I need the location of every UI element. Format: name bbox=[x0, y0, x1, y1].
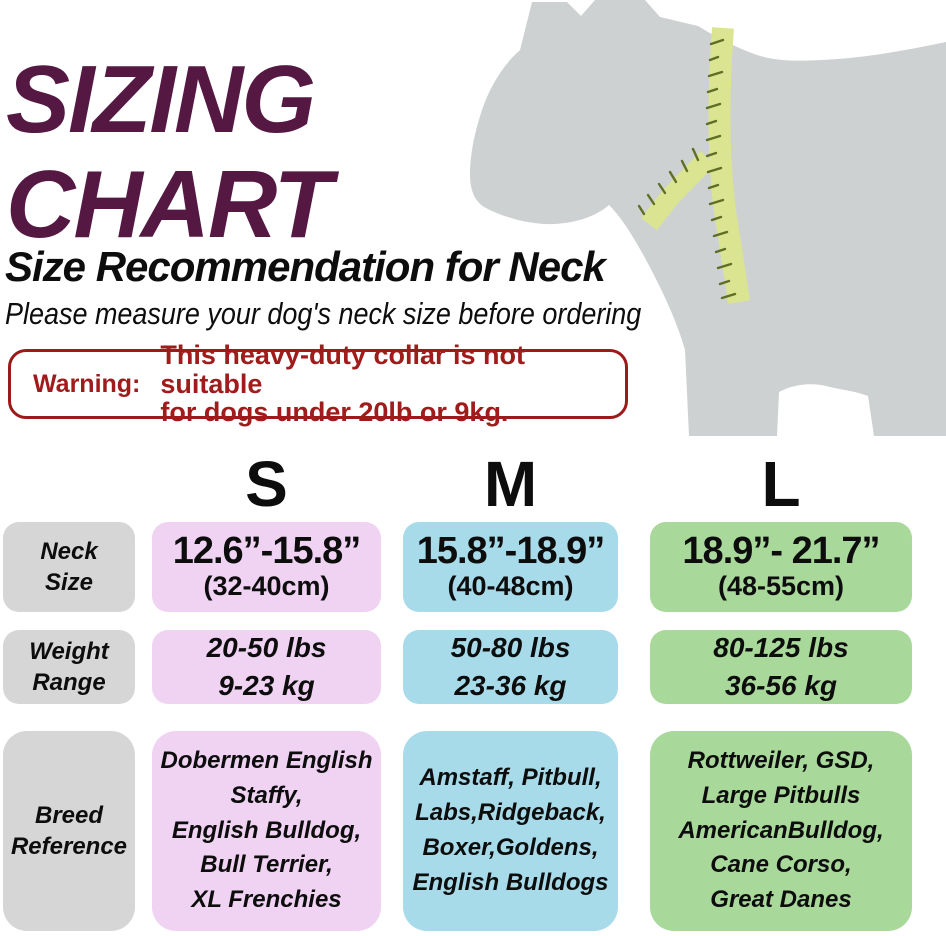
page-title: SIZING CHART bbox=[6, 46, 332, 258]
row-label-text: Weight Range bbox=[29, 637, 109, 696]
neck-cm: (40-48cm) bbox=[447, 571, 574, 602]
weight-cell-s: 20-50 lbs 9-23 kg bbox=[152, 630, 381, 704]
breed-list: Amstaff, Pitbull, Labs,Ridgeback, Boxer,… bbox=[412, 764, 609, 896]
weight-cell-l: 80-125 lbs 36-56 kg bbox=[650, 630, 912, 704]
weight-value: 20-50 lbs 9-23 kg bbox=[206, 632, 327, 701]
row-label-text: Neck Size bbox=[40, 537, 98, 596]
dog-silhouette-icon bbox=[470, 0, 946, 436]
neck-inches: 15.8”-18.9” bbox=[416, 530, 606, 573]
page-title-line2: CHART bbox=[6, 150, 332, 258]
neck-cm: (48-55cm) bbox=[717, 571, 845, 602]
breed-cell-l: Rottweiler, GSD, Large Pitbulls American… bbox=[650, 731, 912, 931]
breed-cell-s: Dobermen English Staffy, English Bulldog… bbox=[152, 731, 381, 931]
neck-inches: 12.6”-15.8” bbox=[172, 530, 362, 573]
neck-inches: 18.9”- 21.7” bbox=[682, 530, 880, 573]
breed-list: Dobermen English Staffy, English Bulldog… bbox=[160, 747, 373, 914]
warning-label: Warning: bbox=[33, 369, 141, 398]
page-subtitle: Size Recommendation for Neck bbox=[5, 243, 606, 290]
breed-cell-m: Amstaff, Pitbull, Labs,Ridgeback, Boxer,… bbox=[403, 731, 618, 931]
neck-size-cell-s: 12.6”-15.8” (32-40cm) bbox=[152, 522, 381, 612]
column-header-m: M bbox=[483, 448, 538, 520]
measuring-tape-icon bbox=[637, 27, 750, 304]
row-label-breed-reference: Breed Reference bbox=[3, 731, 135, 931]
warning-message: This heavy-duty collar is not suitable f… bbox=[160, 340, 525, 428]
weight-value: 80-125 lbs 36-56 kg bbox=[713, 632, 849, 701]
page-title-line1: SIZING bbox=[6, 46, 316, 153]
weight-cell-m: 50-80 lbs 23-36 kg bbox=[403, 630, 618, 704]
neck-cm: (32-40cm) bbox=[203, 571, 330, 602]
warning-box: Warning: This heavy-duty collar is not s… bbox=[8, 341, 628, 426]
column-header-l: L bbox=[761, 448, 801, 520]
row-label-neck-size: Neck Size bbox=[3, 522, 135, 612]
row-label-weight-range: Weight Range bbox=[3, 630, 135, 704]
row-label-text: Breed Reference bbox=[10, 801, 128, 860]
column-header-s: S bbox=[245, 448, 288, 520]
neck-size-cell-m: 15.8”-18.9” (40-48cm) bbox=[403, 522, 618, 612]
breed-list: Rottweiler, GSD, Large Pitbulls American… bbox=[678, 747, 884, 914]
weight-value: 50-80 lbs 23-36 kg bbox=[450, 632, 571, 701]
measure-note: Please measure your dog's neck size befo… bbox=[5, 296, 642, 331]
neck-size-cell-l: 18.9”- 21.7” (48-55cm) bbox=[650, 522, 912, 612]
